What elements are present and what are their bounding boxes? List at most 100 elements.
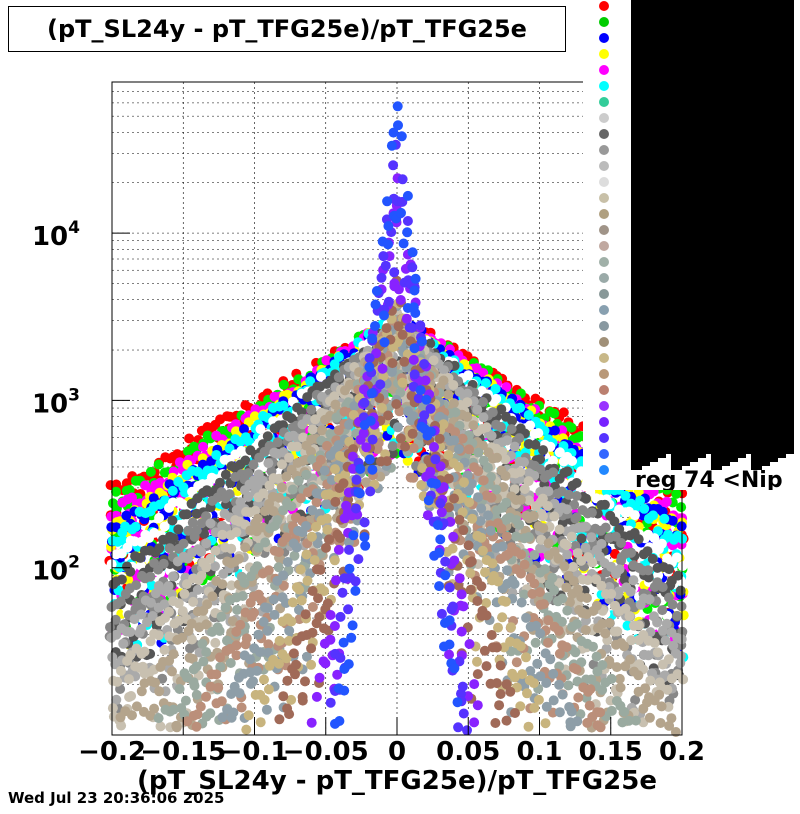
data-point <box>258 616 269 627</box>
data-point <box>528 510 539 521</box>
data-point <box>571 664 582 675</box>
data-point <box>547 572 558 583</box>
data-point <box>125 627 136 637</box>
data-point <box>462 397 473 408</box>
data-point <box>196 570 207 581</box>
data-point <box>588 641 598 652</box>
data-point <box>154 543 165 554</box>
data-point <box>566 422 577 433</box>
data-point <box>153 630 164 641</box>
data-point <box>580 625 591 635</box>
data-point <box>643 572 654 583</box>
data-point <box>316 371 326 382</box>
data-point <box>168 649 179 660</box>
data-point <box>501 531 512 542</box>
data-point <box>386 367 397 377</box>
data-point <box>248 676 258 687</box>
data-point <box>525 420 536 431</box>
data-point <box>678 674 689 685</box>
data-point <box>671 552 682 563</box>
data-point <box>201 511 211 522</box>
data-point <box>640 683 651 694</box>
data-point <box>154 686 165 697</box>
data-point <box>233 553 244 564</box>
data-point <box>581 593 592 603</box>
data-point <box>463 370 474 381</box>
data-point <box>591 600 602 611</box>
data-point <box>562 605 573 616</box>
data-point <box>496 404 507 415</box>
data-point <box>187 517 198 528</box>
data-point <box>211 669 222 680</box>
data-point <box>634 620 645 631</box>
data-point <box>245 654 255 665</box>
data-point <box>116 665 126 676</box>
data-point <box>181 509 192 520</box>
data-point <box>387 448 398 459</box>
data-point <box>515 466 526 477</box>
data-point <box>570 513 581 524</box>
data-point <box>542 501 553 511</box>
data-point <box>671 488 682 499</box>
data-point <box>315 454 326 465</box>
data-point <box>111 486 121 497</box>
data-point <box>576 533 587 544</box>
data-point <box>168 571 178 582</box>
data-point <box>626 547 636 558</box>
data-point <box>501 382 512 393</box>
data-point <box>195 701 206 712</box>
data-point <box>656 538 667 549</box>
data-point <box>131 580 142 591</box>
data-point <box>124 674 134 685</box>
data-point <box>306 404 317 415</box>
data-point <box>127 710 137 721</box>
data-point <box>387 441 398 452</box>
data-point <box>581 493 592 504</box>
data-point <box>167 515 178 526</box>
data-point <box>402 455 413 466</box>
data-point <box>392 422 403 433</box>
data-point <box>516 568 526 579</box>
data-point <box>205 518 216 529</box>
data-point <box>159 521 170 532</box>
data-point <box>282 557 293 567</box>
data-point <box>530 637 541 648</box>
data-point <box>557 593 568 604</box>
data-point <box>107 703 118 714</box>
data-point <box>566 531 577 542</box>
data-point <box>516 549 527 560</box>
data-point <box>272 515 283 526</box>
data-point <box>164 606 174 617</box>
data-point <box>595 722 606 733</box>
data-point <box>243 468 254 479</box>
data-point <box>514 433 525 444</box>
data-point <box>511 657 522 668</box>
data-point <box>333 372 344 383</box>
data-point <box>667 515 678 526</box>
data-point <box>595 707 606 718</box>
data-point <box>164 543 175 554</box>
data-point <box>191 525 202 536</box>
data-point <box>514 519 525 530</box>
data-point <box>554 524 565 535</box>
data-point <box>249 607 259 618</box>
data-point <box>558 407 569 418</box>
data-point <box>153 713 164 724</box>
data-point <box>600 522 611 533</box>
data-point <box>438 375 449 386</box>
data-point <box>624 611 635 622</box>
data-point <box>562 549 573 560</box>
data-point <box>249 411 260 422</box>
data-point <box>675 585 686 596</box>
data-point <box>473 466 484 477</box>
data-point <box>625 586 636 597</box>
data-point <box>457 433 468 444</box>
data-point <box>115 596 126 607</box>
data-point <box>529 578 540 589</box>
data-point <box>644 712 655 723</box>
data-point <box>534 587 545 598</box>
data-point <box>661 496 672 507</box>
data-point <box>462 388 473 399</box>
data-point <box>569 499 580 510</box>
